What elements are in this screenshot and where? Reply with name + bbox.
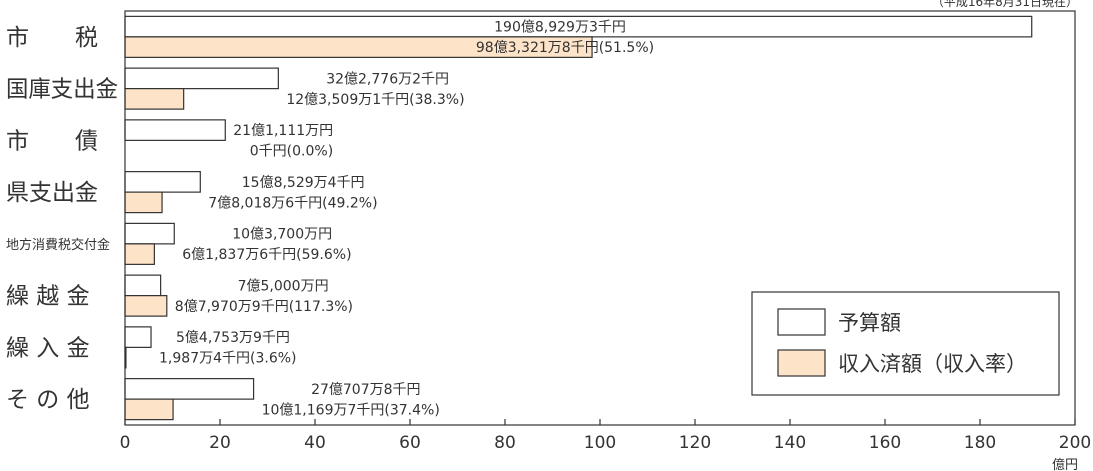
category-label: そ の 他	[6, 387, 90, 413]
data-label-budget: 7億5,000万円	[238, 278, 329, 294]
x-tick-label: 100	[584, 433, 616, 453]
bar-budget	[124, 119, 226, 141]
bar-budget	[124, 326, 152, 348]
data-label-budget: 21億1,111万円	[233, 123, 333, 139]
data-label-budget: 5億4,753万9千円	[176, 330, 290, 346]
data-label-received: 10億1,169万7千円(37.4%)	[262, 402, 440, 418]
data-label-budget: 27億707万8千円	[311, 382, 420, 398]
bar-received	[124, 398, 174, 421]
category-label: 市 債	[6, 128, 98, 154]
bar-budget	[124, 378, 255, 400]
bar-budget	[124, 171, 201, 193]
legend-swatch-budget	[777, 308, 826, 336]
bar-budget	[124, 222, 175, 245]
data-label-received: 6億1,837万6千円(59.6%)	[182, 247, 351, 263]
x-axis-ticks: 0 20 40 60 80 100 120 140 160 180 200	[120, 419, 1091, 453]
x-tick-label: 140	[774, 433, 806, 453]
data-label-budget: 32億2,776万2千円	[326, 71, 449, 87]
bar-budget	[124, 67, 279, 90]
category-label: 繰 入 金	[6, 335, 90, 361]
category-label: 市 税	[6, 25, 98, 51]
legend: 予算額 収入済額（収入率）	[751, 291, 1060, 396]
data-label-received: 1,987万4千円(3.6%)	[159, 351, 296, 367]
data-label-budget: 190億8,929万3千円	[494, 20, 626, 36]
x-tick-label: 0	[120, 433, 131, 453]
category-label: 国庫支出金	[6, 77, 118, 103]
data-label-budget: 15億8,529万4千円	[242, 175, 365, 191]
data-label-received: 0千円(0.0%)	[250, 144, 333, 160]
bar-received	[124, 243, 155, 265]
category-label: 地方消費税交付金	[6, 237, 110, 253]
bar-received	[124, 88, 185, 110]
bar-received	[124, 295, 168, 317]
legend-swatch-received	[777, 349, 826, 377]
data-labels-layer: 190億8,929万3千円 98億3,321万8千円(51.5%) 32億2,776…	[159, 20, 654, 419]
data-label-budget: 10億3,700万円	[232, 227, 332, 243]
x-tick-label: 160	[869, 433, 901, 453]
data-label-received: 7億8,018万6千円(49.2%)	[208, 195, 377, 211]
category-label: 繰 越 金	[6, 284, 90, 310]
bar-received	[124, 191, 163, 214]
x-tick-label: 40	[304, 433, 326, 453]
bar-budget	[124, 274, 162, 297]
data-label-received: 8億7,970万9千円(117.3%)	[175, 299, 353, 315]
x-tick-label: 200	[1059, 433, 1091, 453]
as-of-note: （平成16年8月31日現在）	[932, 0, 1078, 9]
legend-box	[751, 291, 1060, 396]
category-label: 県支出金	[6, 180, 98, 206]
x-axis-unit: 億円	[1052, 457, 1078, 471]
data-label-received: 12億3,509万1千円(38.3%)	[286, 92, 464, 108]
x-tick-label: 20	[209, 433, 231, 453]
legend-label-received: 収入済額（収入率）	[838, 352, 1027, 376]
x-tick-label: 60	[399, 433, 421, 453]
data-label-received: 98億3,321万8千円(51.5%)	[476, 40, 654, 56]
legend-label-budget: 予算額	[838, 311, 901, 335]
x-tick-label: 180	[964, 433, 996, 453]
x-tick-label: 120	[679, 433, 711, 453]
x-tick-label: 80	[494, 433, 516, 453]
